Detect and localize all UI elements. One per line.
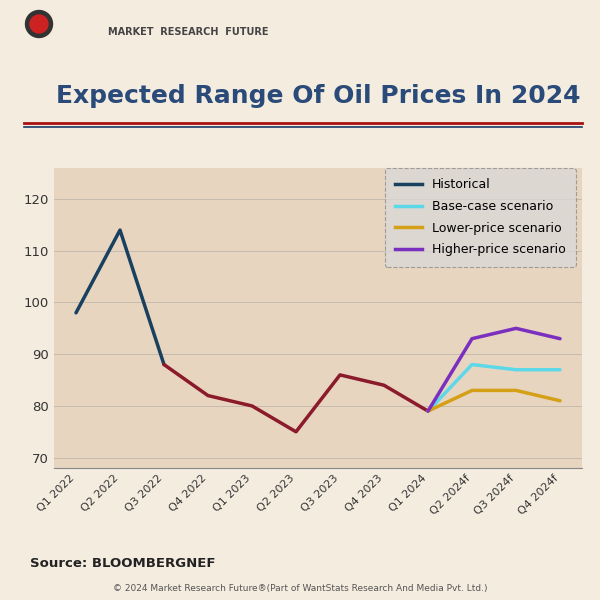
Circle shape	[30, 15, 48, 33]
Text: MARKET  RESEARCH  FUTURE: MARKET RESEARCH FUTURE	[108, 27, 269, 37]
Circle shape	[25, 10, 53, 37]
Legend: Historical, Base-case scenario, Lower-price scenario, Higher-price scenario: Historical, Base-case scenario, Lower-pr…	[385, 168, 576, 266]
Text: Source: BLOOMBERGNEF: Source: BLOOMBERGNEF	[30, 557, 215, 570]
Text: © 2024 Market Research Future®(Part of WantStats Research And Media Pvt. Ltd.): © 2024 Market Research Future®(Part of W…	[113, 584, 487, 593]
Text: Expected Range Of Oil Prices In 2024: Expected Range Of Oil Prices In 2024	[56, 84, 580, 108]
